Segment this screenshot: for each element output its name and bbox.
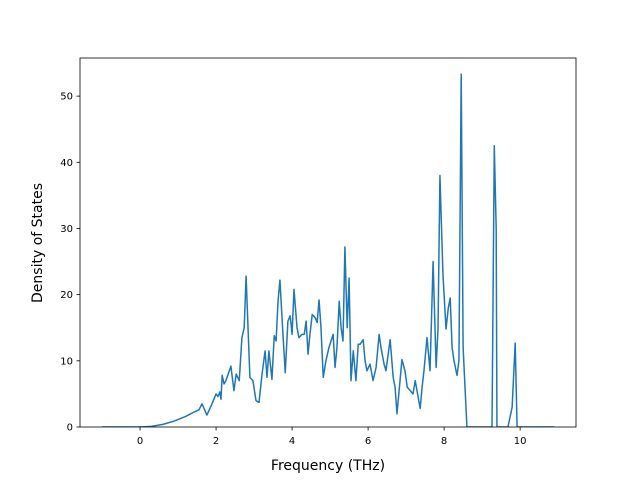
y-tick-label: 10	[60, 356, 73, 367]
y-tick-label: 20	[60, 290, 73, 301]
y-tick-label: 50	[60, 92, 73, 103]
x-tick-label: 8	[441, 436, 447, 447]
data-line	[102, 73, 555, 427]
y-tick-label: 0	[67, 423, 73, 434]
y-tick-label: 40	[60, 158, 73, 169]
x-tick-label: 10	[514, 436, 527, 447]
x-tick-label: 2	[213, 436, 219, 447]
y-tick-label: 30	[60, 224, 73, 235]
x-tick-label: 4	[289, 436, 295, 447]
x-tick-label: 0	[137, 436, 143, 447]
x-tick-label: 6	[365, 436, 371, 447]
x-axis-label: Frequency (THz)	[271, 458, 385, 474]
y-axis-label: Density of States	[30, 183, 46, 303]
plot-frame	[79, 57, 577, 428]
